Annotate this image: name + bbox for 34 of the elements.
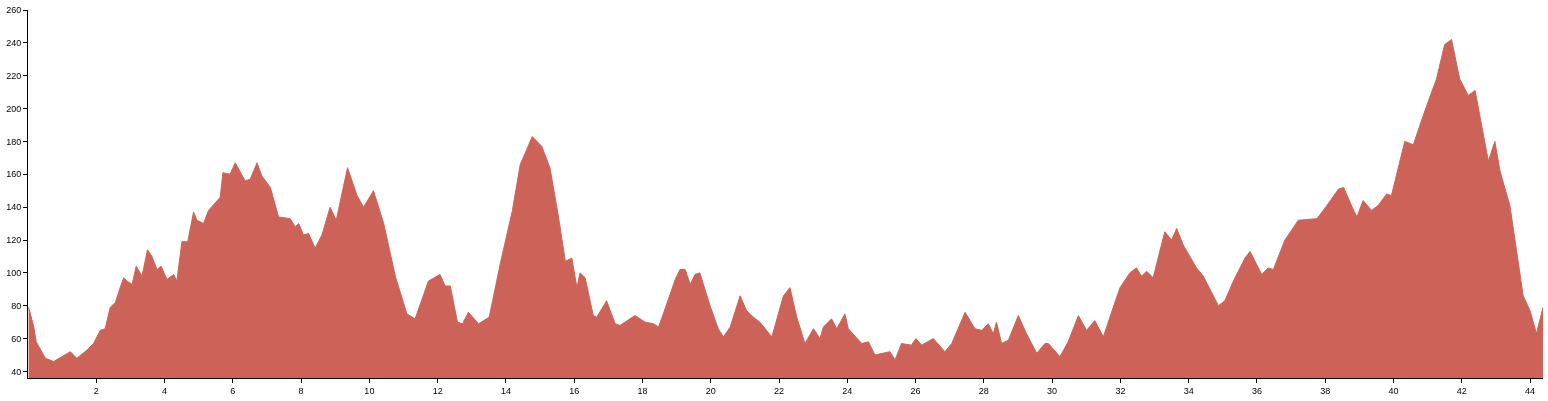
x-tick-label: 18 bbox=[637, 385, 648, 396]
x-tick-label: 2 bbox=[93, 385, 99, 396]
x-tick-label: 4 bbox=[162, 385, 168, 396]
x-tick-label: 44 bbox=[1525, 385, 1536, 396]
y-tick-label: 80 bbox=[11, 300, 22, 311]
x-tick-label: 22 bbox=[774, 385, 785, 396]
x-tick-label: 30 bbox=[1047, 385, 1058, 396]
x-tick-label: 40 bbox=[1388, 385, 1399, 396]
x-tick-label: 28 bbox=[978, 385, 989, 396]
x-tick-label: 16 bbox=[569, 385, 580, 396]
y-tick-label: 160 bbox=[6, 169, 22, 180]
x-tick-label: 26 bbox=[910, 385, 921, 396]
y-tick-label: 40 bbox=[11, 366, 22, 377]
y-tick-label: 120 bbox=[6, 235, 22, 246]
y-tick-label: 260 bbox=[6, 5, 22, 16]
x-tick-label: 38 bbox=[1320, 385, 1331, 396]
x-tick-label: 24 bbox=[842, 385, 853, 396]
x-tick-label: 12 bbox=[432, 385, 443, 396]
x-tick-label: 42 bbox=[1456, 385, 1467, 396]
y-tick-label: 240 bbox=[6, 38, 22, 49]
x-tick-label: 20 bbox=[705, 385, 716, 396]
y-tick-label: 100 bbox=[6, 268, 22, 279]
x-tick-label: 14 bbox=[500, 385, 511, 396]
y-tick-label: 60 bbox=[11, 333, 22, 344]
x-tick-label: 32 bbox=[1115, 385, 1126, 396]
x-tick-label: 10 bbox=[364, 385, 375, 396]
y-tick-label: 220 bbox=[6, 70, 22, 81]
x-tick-label: 34 bbox=[1183, 385, 1194, 396]
x-tick-label: 6 bbox=[230, 385, 236, 396]
y-tick-label: 180 bbox=[6, 136, 22, 147]
x-tick-label: 8 bbox=[298, 385, 304, 396]
y-tick-label: 140 bbox=[6, 202, 22, 213]
x-tick-label: 36 bbox=[1251, 385, 1262, 396]
y-tick-label: 200 bbox=[6, 103, 22, 114]
